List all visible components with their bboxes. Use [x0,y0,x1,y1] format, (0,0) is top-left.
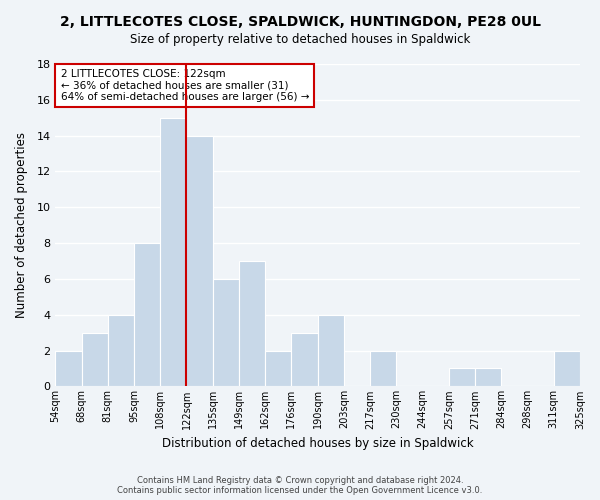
Bar [265,350,292,386]
Bar [134,243,160,386]
Text: Size of property relative to detached houses in Spaldwick: Size of property relative to detached ho… [130,32,470,46]
Bar [160,118,187,386]
Text: Contains HM Land Registry data © Crown copyright and database right 2024.
Contai: Contains HM Land Registry data © Crown c… [118,476,482,495]
Text: 2, LITTLECOTES CLOSE, SPALDWICK, HUNTINGDON, PE28 0UL: 2, LITTLECOTES CLOSE, SPALDWICK, HUNTING… [59,15,541,29]
Bar [187,136,213,386]
Bar [55,350,82,386]
Bar [317,314,344,386]
Bar [554,350,580,386]
Bar [292,332,317,386]
Bar [239,261,265,386]
X-axis label: Distribution of detached houses by size in Spaldwick: Distribution of detached houses by size … [162,437,473,450]
Text: 2 LITTLECOTES CLOSE: 122sqm
← 36% of detached houses are smaller (31)
64% of sem: 2 LITTLECOTES CLOSE: 122sqm ← 36% of det… [61,69,309,102]
Y-axis label: Number of detached properties: Number of detached properties [15,132,28,318]
Bar [475,368,501,386]
Bar [108,314,134,386]
Bar [370,350,397,386]
Bar [82,332,108,386]
Bar [449,368,475,386]
Bar [213,279,239,386]
